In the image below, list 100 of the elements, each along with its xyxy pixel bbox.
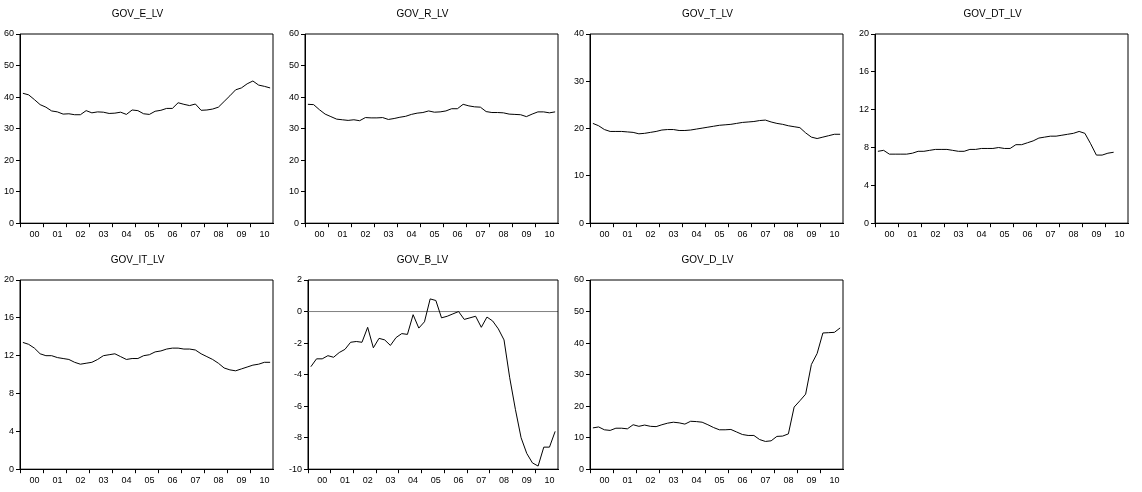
x-tick-label: 09 <box>521 475 532 486</box>
x-tick-label: 05 <box>144 475 155 486</box>
x-tick-label: 07 <box>190 229 201 240</box>
y-tick-label: 10 <box>574 170 585 181</box>
x-tick-label: 05 <box>714 229 725 240</box>
x-tick-label: 09 <box>236 475 247 486</box>
x-tick-label: 06 <box>167 229 178 240</box>
x-tick-label: 03 <box>668 475 679 486</box>
y-tick-label: 0 <box>579 463 585 474</box>
y-tick-label: 60 <box>4 28 15 39</box>
y-tick-label: 40 <box>289 91 300 102</box>
y-tick-label: 10 <box>289 186 300 197</box>
y-tick-label: 0 <box>296 306 303 317</box>
y-tick-label: -8 <box>293 432 303 443</box>
x-tick-label: 07 <box>475 229 486 240</box>
x-tick-label: 09 <box>1091 229 1102 240</box>
x-tick-label: 08 <box>783 475 794 486</box>
x-tick-label: 04 <box>976 229 987 240</box>
x-tick-label: 10 <box>544 229 555 240</box>
chart-title: GOV_DT_LV <box>963 7 1022 19</box>
y-tick-label: 0 <box>9 217 15 228</box>
y-tick-label: 40 <box>4 91 15 102</box>
y-tick-label: -4 <box>293 369 303 380</box>
chart-title: GOV_E_LV <box>111 7 164 19</box>
y-tick-label: 0 <box>294 217 300 228</box>
x-tick-label: 08 <box>783 229 794 240</box>
y-tick-label: 20 <box>289 154 300 165</box>
y-tick-label: 20 <box>4 154 15 165</box>
x-tick-label: 04 <box>121 229 132 240</box>
x-tick-label: 00 <box>314 229 325 240</box>
chart-title: GOV_B_LV <box>396 253 449 265</box>
x-tick-label: 00 <box>317 475 328 486</box>
x-tick-label: 10 <box>259 229 270 240</box>
x-tick-label: 04 <box>406 229 417 240</box>
x-tick-label: 03 <box>98 475 109 486</box>
x-tick-label: 10 <box>1114 229 1125 240</box>
x-tick-label: 10 <box>829 475 840 486</box>
y-tick-label: 10 <box>4 186 15 197</box>
y-tick-label: 16 <box>4 312 15 323</box>
x-tick-label: 03 <box>98 229 109 240</box>
x-tick-label: 02 <box>75 475 86 486</box>
y-tick-label: 50 <box>289 60 300 71</box>
x-tick-label: 00 <box>29 229 40 240</box>
x-tick-label: 05 <box>144 229 155 240</box>
y-tick-label: 30 <box>574 369 585 380</box>
x-tick-label: 02 <box>362 475 373 486</box>
x-tick-label: 07 <box>760 229 771 240</box>
y-tick-label: 60 <box>289 28 300 39</box>
y-tick-label: 0 <box>9 463 15 474</box>
x-tick-label: 02 <box>645 229 656 240</box>
y-tick-label: 16 <box>859 66 870 77</box>
x-tick-label: 04 <box>121 475 132 486</box>
x-tick-label: 08 <box>213 229 224 240</box>
y-tick-label: 12 <box>859 104 870 115</box>
x-tick-label: 01 <box>907 229 918 240</box>
x-tick-label: 02 <box>645 475 656 486</box>
x-tick-label: 01 <box>622 475 633 486</box>
x-tick-label: 06 <box>737 229 748 240</box>
x-tick-label: 03 <box>668 229 679 240</box>
x-tick-label: 09 <box>521 229 532 240</box>
x-tick-label: 01 <box>52 475 63 486</box>
x-tick-label: 00 <box>599 475 610 486</box>
x-tick-label: 03 <box>383 229 394 240</box>
x-tick-label: 03 <box>385 475 396 486</box>
y-tick-label: -10 <box>288 463 303 474</box>
y-tick-label: 50 <box>574 306 585 317</box>
y-tick-label: 8 <box>9 388 15 398</box>
x-tick-label: 00 <box>884 229 895 240</box>
x-tick-label: 06 <box>737 475 748 486</box>
y-tick-label: 20 <box>574 400 585 411</box>
y-tick-label: 20 <box>574 123 585 134</box>
x-tick-label: 08 <box>499 475 510 486</box>
x-tick-label: 05 <box>714 475 725 486</box>
chart-title: GOV_R_LV <box>396 7 449 19</box>
x-tick-label: 05 <box>429 229 440 240</box>
x-tick-label: 08 <box>213 475 224 486</box>
x-tick-label: 05 <box>999 229 1010 240</box>
x-tick-label: 00 <box>29 475 40 486</box>
y-tick-label: 0 <box>864 217 870 228</box>
y-tick-label: 30 <box>4 123 15 134</box>
y-tick-label: 30 <box>289 123 300 134</box>
x-tick-label: 05 <box>430 475 441 486</box>
x-tick-label: 01 <box>52 229 63 240</box>
x-tick-label: 08 <box>1068 229 1079 240</box>
y-tick-label: 12 <box>4 350 15 361</box>
y-tick-label: 10 <box>574 432 585 443</box>
x-tick-label: 07 <box>1045 229 1056 240</box>
x-tick-label: 08 <box>498 229 509 240</box>
chart-title: GOV_D_LV <box>681 253 734 265</box>
y-tick-label: -2 <box>293 337 303 348</box>
x-tick-label: 02 <box>360 229 371 240</box>
x-tick-label: 01 <box>337 229 348 240</box>
chart-title: GOV_T_LV <box>682 7 734 19</box>
x-tick-label: 10 <box>259 475 270 486</box>
x-tick-label: 09 <box>806 229 817 240</box>
y-tick-label: 20 <box>4 274 15 285</box>
x-tick-label: 06 <box>452 229 463 240</box>
y-tick-label: 40 <box>574 28 585 39</box>
x-tick-label: 09 <box>806 475 817 486</box>
x-tick-label: 04 <box>691 475 702 486</box>
